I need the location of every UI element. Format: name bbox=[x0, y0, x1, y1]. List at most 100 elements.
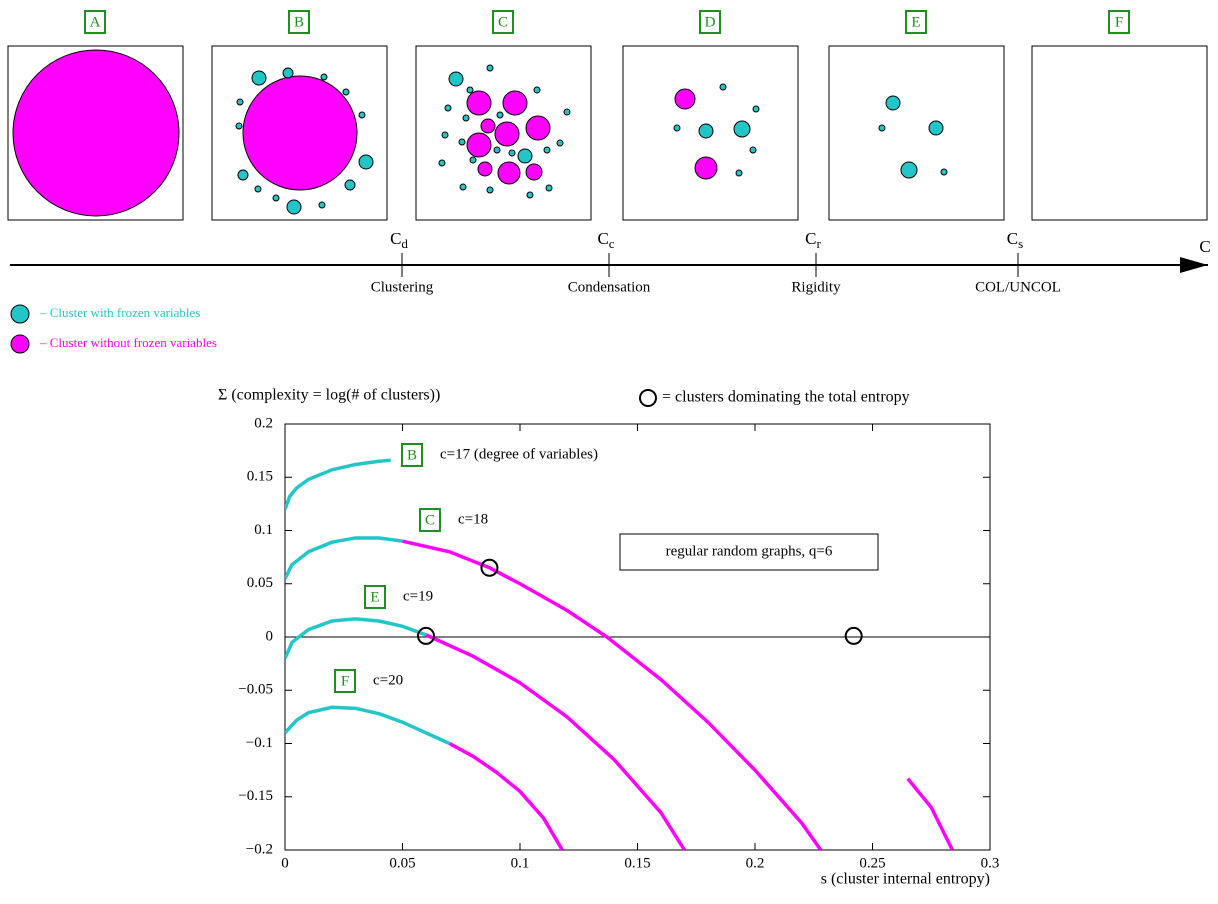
dominant-marker bbox=[480, 558, 499, 577]
curve bbox=[402, 539, 823, 850]
marker-legend-symbol bbox=[639, 389, 657, 407]
cluster-frozen bbox=[940, 168, 948, 176]
tag-box bbox=[419, 508, 441, 532]
cluster-unfrozen bbox=[242, 75, 358, 191]
cluster-frozen bbox=[272, 194, 280, 202]
tag-box bbox=[334, 669, 356, 693]
tag-box bbox=[364, 585, 386, 609]
x-tick-label: 0.15 bbox=[624, 855, 650, 871]
threshold-symbol: Cs bbox=[1007, 229, 1023, 251]
cluster-unfrozen bbox=[502, 90, 528, 116]
plot-frame bbox=[284, 423, 991, 851]
cluster-frozen bbox=[286, 199, 302, 215]
cluster-frozen bbox=[469, 156, 477, 164]
tag-letter: D bbox=[705, 14, 716, 30]
cluster-frozen bbox=[673, 124, 681, 132]
cluster-frozen bbox=[900, 161, 918, 179]
tag-letter: B bbox=[407, 447, 417, 463]
cluster-frozen bbox=[448, 71, 464, 87]
cluster-frozen bbox=[752, 105, 760, 113]
annotation: c=18 bbox=[458, 511, 488, 527]
cluster-frozen bbox=[466, 86, 474, 94]
curve bbox=[285, 617, 427, 660]
curve bbox=[425, 633, 686, 850]
cluster-frozen bbox=[358, 111, 366, 119]
curve bbox=[285, 536, 403, 580]
threshold-label: Rigidity bbox=[791, 279, 841, 295]
legend-text: – Cluster without frozen variables bbox=[39, 335, 217, 350]
tag-letter: B bbox=[294, 14, 304, 30]
symbol: C bbox=[390, 229, 401, 248]
panel bbox=[828, 45, 1005, 221]
tag-letter: E bbox=[911, 14, 920, 30]
curve bbox=[285, 705, 451, 746]
symbol: C bbox=[1007, 229, 1018, 248]
axis-label: C bbox=[1199, 237, 1210, 256]
cluster-unfrozen bbox=[674, 88, 696, 110]
symbol: C bbox=[597, 229, 608, 248]
curve bbox=[285, 458, 391, 510]
y-tick-label: 0.1 bbox=[254, 522, 273, 538]
cluster-frozen bbox=[459, 183, 467, 191]
info-box bbox=[619, 533, 879, 571]
tag-letter: C bbox=[425, 512, 435, 528]
cluster-frozen bbox=[563, 108, 571, 116]
annotation: c=17 (degree of variables) bbox=[440, 446, 598, 462]
legend-symbol bbox=[10, 304, 30, 324]
cluster-unfrozen bbox=[477, 161, 493, 177]
cluster-frozen bbox=[318, 201, 326, 209]
x-axis-label: s (cluster internal entropy) bbox=[821, 871, 990, 888]
cluster-unfrozen bbox=[525, 115, 551, 141]
cluster-frozen bbox=[733, 120, 751, 138]
cluster-frozen bbox=[342, 88, 350, 96]
y-axis-label: Σ (complexity = log(# of clusters)) bbox=[218, 387, 440, 404]
cluster-frozen bbox=[438, 159, 446, 167]
y-tick-label: 0 bbox=[266, 628, 274, 644]
tag-box bbox=[401, 443, 423, 467]
cluster-unfrozen bbox=[466, 90, 492, 116]
tag-letter: E bbox=[370, 589, 379, 605]
y-tick-label: 0.15 bbox=[247, 469, 273, 485]
cluster-frozen bbox=[282, 67, 294, 79]
curve bbox=[448, 741, 564, 850]
dominant-marker bbox=[844, 626, 863, 645]
cluster-frozen bbox=[458, 138, 466, 146]
cluster-frozen bbox=[556, 139, 564, 147]
tag-letter: C bbox=[498, 14, 508, 30]
threshold-symbol: Cc bbox=[597, 229, 614, 251]
cluster-frozen bbox=[508, 149, 516, 157]
cluster-frozen bbox=[749, 146, 757, 154]
cluster-frozen bbox=[496, 111, 504, 119]
curve bbox=[906, 777, 954, 850]
annotation: c=19 bbox=[403, 588, 433, 604]
tag-box bbox=[1108, 10, 1130, 34]
panel bbox=[1031, 45, 1208, 221]
tag-box bbox=[288, 10, 310, 34]
cluster-frozen bbox=[254, 185, 262, 193]
cluster-frozen bbox=[441, 131, 449, 139]
threshold-label: Condensation bbox=[568, 279, 651, 295]
legend-text: – Cluster with frozen variables bbox=[39, 305, 200, 320]
cluster-frozen bbox=[358, 154, 374, 170]
cluster-frozen bbox=[236, 98, 244, 106]
x-tick-label: 0.2 bbox=[746, 855, 765, 871]
cluster-unfrozen bbox=[525, 163, 543, 181]
y-tick-label: −0.1 bbox=[246, 735, 273, 751]
subscript: c bbox=[609, 236, 615, 251]
y-tick-label: 0.2 bbox=[254, 415, 273, 431]
y-tick-label: −0.05 bbox=[238, 682, 273, 698]
tag-letter: F bbox=[341, 673, 349, 689]
cluster-frozen bbox=[735, 169, 743, 177]
tag-box bbox=[84, 10, 106, 34]
cluster-frozen bbox=[320, 73, 328, 81]
marker-legend-text: = clusters dominating the total entropy bbox=[662, 389, 910, 406]
y-tick-label: −0.2 bbox=[246, 841, 273, 857]
cluster-unfrozen bbox=[466, 132, 492, 158]
info-text: regular random graphs, q=6 bbox=[666, 543, 833, 559]
cluster-frozen bbox=[237, 169, 249, 181]
subscript: d bbox=[401, 236, 408, 251]
symbol: C bbox=[805, 229, 816, 248]
cluster-frozen bbox=[533, 86, 541, 94]
x-tick-label: 0.25 bbox=[859, 855, 885, 871]
threshold-label: Clustering bbox=[371, 279, 434, 295]
